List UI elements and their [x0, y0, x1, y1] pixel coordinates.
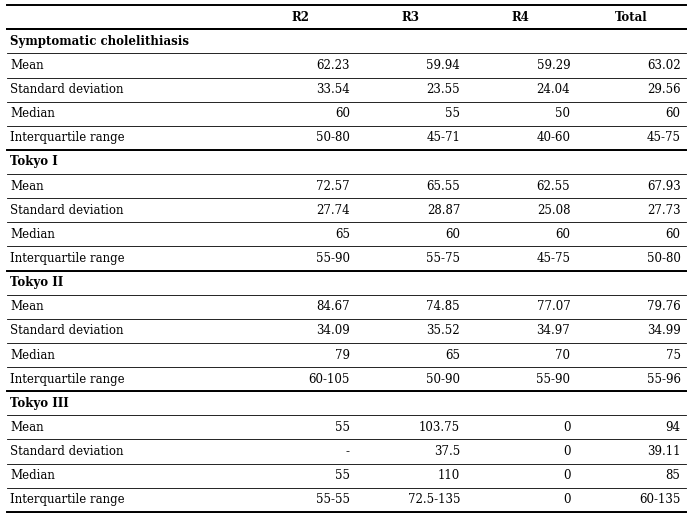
Text: 45-71: 45-71	[426, 131, 460, 144]
Text: 85: 85	[666, 469, 681, 482]
Text: Interquartile range: Interquartile range	[10, 493, 125, 506]
Text: 55-55: 55-55	[316, 493, 350, 506]
Text: 59.29: 59.29	[536, 59, 570, 72]
Text: 27.74: 27.74	[316, 204, 350, 217]
Text: 79: 79	[335, 348, 350, 361]
Text: Interquartile range: Interquartile range	[10, 373, 125, 386]
Text: 55: 55	[335, 421, 350, 434]
Text: 60-105: 60-105	[308, 373, 350, 386]
Text: Standard deviation: Standard deviation	[10, 324, 124, 338]
Text: Symptomatic cholelithiasis: Symptomatic cholelithiasis	[10, 35, 189, 48]
Text: -: -	[346, 445, 350, 458]
Text: Mean: Mean	[10, 300, 44, 313]
Text: 84.67: 84.67	[316, 300, 350, 313]
Text: R2: R2	[291, 11, 309, 24]
Text: Standard deviation: Standard deviation	[10, 204, 124, 217]
Text: 65: 65	[335, 228, 350, 241]
Text: 60: 60	[555, 228, 570, 241]
Text: Median: Median	[10, 348, 55, 361]
Text: 74.85: 74.85	[426, 300, 460, 313]
Text: 55-90: 55-90	[536, 373, 570, 386]
Text: 60: 60	[445, 228, 460, 241]
Text: 72.57: 72.57	[316, 179, 350, 193]
Text: Median: Median	[10, 107, 55, 120]
Text: 0: 0	[563, 421, 570, 434]
Text: 60: 60	[335, 107, 350, 120]
Text: R4: R4	[512, 11, 529, 24]
Text: 62.55: 62.55	[536, 179, 570, 193]
Text: 0: 0	[563, 493, 570, 506]
Text: 110: 110	[438, 469, 460, 482]
Text: Interquartile range: Interquartile range	[10, 131, 125, 144]
Text: 50: 50	[555, 107, 570, 120]
Text: 79.76: 79.76	[647, 300, 681, 313]
Text: Mean: Mean	[10, 179, 44, 193]
Text: 39.11: 39.11	[647, 445, 681, 458]
Text: Tokyo I: Tokyo I	[10, 156, 58, 169]
Text: 34.09: 34.09	[316, 324, 350, 338]
Text: Standard deviation: Standard deviation	[10, 445, 124, 458]
Text: 55-90: 55-90	[316, 252, 350, 265]
Text: 35.52: 35.52	[426, 324, 460, 338]
Text: 45-75: 45-75	[536, 252, 570, 265]
Text: Tokyo III: Tokyo III	[10, 397, 69, 410]
Text: 33.54: 33.54	[316, 83, 350, 96]
Text: 29.56: 29.56	[647, 83, 681, 96]
Text: 65.55: 65.55	[426, 179, 460, 193]
Text: 55: 55	[445, 107, 460, 120]
Text: 25.08: 25.08	[537, 204, 570, 217]
Text: 50-90: 50-90	[426, 373, 460, 386]
Text: 63.02: 63.02	[647, 59, 681, 72]
Text: 34.97: 34.97	[536, 324, 570, 338]
Text: 23.55: 23.55	[426, 83, 460, 96]
Text: 40-60: 40-60	[536, 131, 570, 144]
Text: R3: R3	[401, 11, 419, 24]
Text: Standard deviation: Standard deviation	[10, 83, 124, 96]
Text: 60: 60	[665, 107, 681, 120]
Text: 70: 70	[555, 348, 570, 361]
Text: 94: 94	[665, 421, 681, 434]
Text: Median: Median	[10, 469, 55, 482]
Text: Tokyo II: Tokyo II	[10, 276, 64, 289]
Text: Median: Median	[10, 228, 55, 241]
Text: Mean: Mean	[10, 421, 44, 434]
Text: 77.07: 77.07	[536, 300, 570, 313]
Text: 60: 60	[665, 228, 681, 241]
Text: 55-96: 55-96	[647, 373, 681, 386]
Text: Mean: Mean	[10, 59, 44, 72]
Text: 27.73: 27.73	[647, 204, 681, 217]
Text: 50-80: 50-80	[647, 252, 681, 265]
Text: 45-75: 45-75	[647, 131, 681, 144]
Text: 103.75: 103.75	[419, 421, 460, 434]
Text: 24.04: 24.04	[536, 83, 570, 96]
Text: Interquartile range: Interquartile range	[10, 252, 125, 265]
Text: 67.93: 67.93	[647, 179, 681, 193]
Text: 75: 75	[665, 348, 681, 361]
Text: 34.99: 34.99	[647, 324, 681, 338]
Text: 65: 65	[445, 348, 460, 361]
Text: Total: Total	[615, 11, 647, 24]
Text: 28.87: 28.87	[427, 204, 460, 217]
Text: 59.94: 59.94	[426, 59, 460, 72]
Text: 37.5: 37.5	[434, 445, 460, 458]
Text: 55: 55	[335, 469, 350, 482]
Text: 60-135: 60-135	[639, 493, 681, 506]
Text: 0: 0	[563, 469, 570, 482]
Text: 55-75: 55-75	[426, 252, 460, 265]
Text: 50-80: 50-80	[316, 131, 350, 144]
Text: 72.5-135: 72.5-135	[407, 493, 460, 506]
Text: 0: 0	[563, 445, 570, 458]
Text: 62.23: 62.23	[316, 59, 350, 72]
